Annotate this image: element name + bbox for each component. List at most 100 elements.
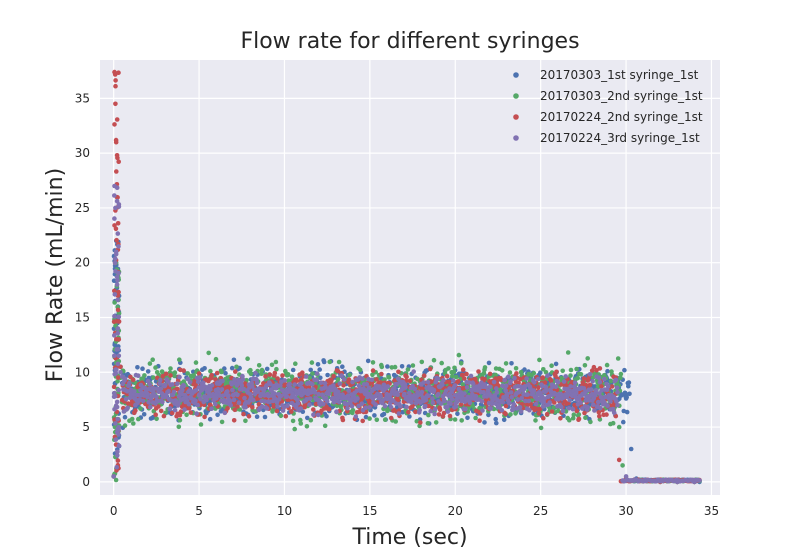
data-point [527,407,532,413]
data-point [481,390,486,395]
data-point [504,393,509,398]
data-point [511,406,516,412]
data-point [337,381,343,386]
y-tick-label: 15 [75,310,90,324]
data-point [553,361,559,367]
data-point [178,409,184,414]
data-point [449,397,455,402]
data-point [209,383,215,388]
data-point [324,399,330,404]
data-point [404,374,409,380]
data-point [235,392,240,398]
data-point [570,406,576,412]
data-point [399,364,405,369]
data-point [162,393,168,398]
data-point [604,362,610,368]
data-point [458,361,464,366]
tick-labels: 0 5 10 15 20 25 30 35 0 5 10 15 20 25 30 35 [75,91,719,518]
data-point [232,407,238,413]
data-point [428,408,434,414]
data-point [447,413,453,419]
data-point [620,463,625,468]
data-point [274,366,279,372]
data-point [509,361,514,366]
data-point [167,406,173,411]
data-point [248,371,254,377]
data-point [214,396,219,401]
data-point [613,413,619,419]
data-point [153,365,158,370]
data-point [574,366,579,372]
data-point [544,388,549,393]
data-point [261,387,267,393]
data-point [531,370,537,376]
data-point [386,375,392,380]
data-point [591,364,597,370]
data-point [363,414,369,420]
data-point [262,414,268,420]
data-point [455,379,461,384]
data-point [392,364,398,370]
data-point [346,388,352,394]
data-point [453,393,458,398]
data-point [305,415,310,421]
data-point [458,402,464,407]
data-point [116,314,122,320]
data-point [314,371,320,376]
data-point [111,278,117,284]
data-point [222,410,227,416]
data-point [549,409,555,414]
data-point [125,405,130,411]
data-point [445,404,450,410]
data-point [181,383,187,389]
data-point [219,369,224,375]
data-point [222,366,227,371]
data-point [336,359,342,365]
data-point [398,404,403,409]
data-point [353,414,359,419]
data-point [112,223,117,228]
data-point [112,353,117,359]
data-point [141,412,147,417]
data-point [401,393,407,398]
data-point [365,358,371,364]
data-point [339,373,344,378]
data-point [537,406,543,412]
data-point [610,406,616,412]
data-point [202,366,207,371]
legend-label: 20170224_3rd syringe_1st [540,131,700,145]
data-point [299,381,304,386]
data-point [606,393,612,398]
data-point [193,388,199,393]
data-point [115,330,121,336]
data-point [454,399,460,405]
data-point [566,406,572,411]
data-point [242,381,248,386]
data-point [595,399,601,405]
data-point [385,364,390,369]
data-point [366,385,372,391]
series-4 [111,183,702,485]
data-point [264,366,270,372]
data-point [551,405,557,410]
data-point [154,416,159,422]
data-point [389,365,395,370]
data-point [411,369,417,374]
data-point [161,413,167,419]
data-point [419,359,425,365]
legend-label: 20170303_2nd syringe_1st [540,89,703,103]
data-point [233,369,238,374]
data-point [541,367,546,372]
data-point [114,336,119,342]
data-point [367,416,372,421]
data-point [256,363,262,368]
data-point [367,405,372,410]
data-point [596,375,602,381]
data-point [500,399,506,405]
data-point [568,373,573,378]
data-point [140,398,146,404]
data-point [553,384,559,390]
data-point [514,371,519,376]
data-point [245,356,250,362]
data-point [303,374,309,379]
